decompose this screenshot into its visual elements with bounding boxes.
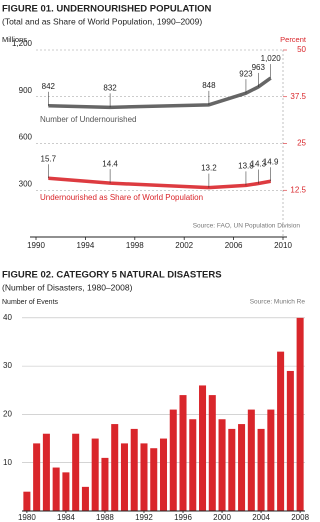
y2-tick-label: 50 — [297, 45, 306, 54]
bar — [238, 424, 246, 511]
y2-tick-label: 37.5 — [290, 92, 306, 101]
bar — [42, 433, 50, 511]
bar — [81, 486, 89, 511]
data-label: 13.2 — [201, 164, 217, 173]
chart-title: FIGURE 01. UNDERNOURISHED POPULATION — [2, 4, 212, 15]
data-label: 963 — [252, 63, 266, 72]
data-label: 13.8 — [238, 161, 254, 170]
bar — [120, 443, 128, 511]
data-label: 14.4 — [102, 159, 118, 168]
bar — [267, 409, 275, 511]
bar — [189, 419, 197, 511]
data-label: 842 — [42, 82, 56, 91]
x-tick-label: 2002 — [175, 241, 193, 250]
bar — [140, 443, 148, 511]
data-label: 923 — [239, 69, 253, 78]
y-tick-label: 10 — [3, 458, 12, 467]
x-tick-label: 2008 — [291, 513, 309, 522]
y2-axis-label: Percent — [280, 35, 307, 44]
series-line — [48, 76, 272, 110]
bar — [72, 433, 80, 511]
y-tick-label: 30 — [3, 361, 12, 370]
data-label: 1,020 — [261, 54, 282, 63]
y2-tick-label: 25 — [297, 139, 306, 148]
bar — [159, 438, 168, 511]
bar — [91, 438, 99, 511]
bar — [208, 395, 216, 511]
data-label: 14.3 — [251, 160, 267, 169]
chart-subtitle: (Total and as Share of World Population,… — [2, 16, 202, 26]
series-name: Undernourished as Share of World Populat… — [40, 193, 203, 202]
source: Source: FAO, UN Population Division — [193, 223, 301, 230]
bar — [296, 317, 304, 511]
bar — [277, 351, 285, 511]
x-tick-label: 1984 — [57, 513, 75, 522]
bar — [150, 448, 158, 511]
figures: FIGURE 01. UNDERNOURISHED POPULATION(Tot… — [2, 4, 310, 522]
bar — [52, 467, 60, 511]
bar — [228, 428, 236, 511]
y-tick-label: 20 — [3, 410, 12, 419]
bar — [257, 428, 265, 511]
y-tick-label: 1,200 — [12, 39, 33, 48]
y-tick-label: 300 — [19, 179, 33, 188]
bar — [199, 385, 207, 511]
series-name: Number of Undernourished — [40, 115, 137, 124]
x-tick-label: 2000 — [213, 513, 231, 522]
x-tick-label: 1990 — [27, 241, 45, 250]
x-tick-label: 1994 — [77, 241, 95, 250]
x-tick-label: 2006 — [225, 241, 243, 250]
series-line — [48, 176, 271, 190]
data-label: 848 — [202, 81, 216, 90]
y-axis-label: Millions — [2, 35, 27, 44]
chart-subtitle: (Number of Disasters, 1980–2008) — [2, 282, 133, 292]
x-tick-label: 1992 — [135, 513, 153, 522]
bar — [247, 409, 255, 511]
bar — [286, 370, 294, 511]
y-axis-label: Number of Events — [2, 299, 59, 306]
source: Source: Munich Re — [250, 299, 306, 306]
x-tick-label: 2010 — [274, 241, 292, 250]
bar — [62, 472, 70, 511]
x-tick-label: 1996 — [174, 513, 192, 522]
x-tick-label: 1998 — [126, 241, 144, 250]
bar — [130, 428, 138, 511]
bar — [111, 424, 119, 511]
data-label: 832 — [103, 83, 117, 92]
bar — [101, 457, 109, 511]
data-label: 15.7 — [41, 154, 57, 163]
y2-tick-label: 12.5 — [290, 185, 306, 194]
bar — [33, 443, 41, 511]
x-tick-label: 2004 — [252, 513, 270, 522]
chart-title: FIGURE 02. CATEGORY 5 NATURAL DISASTERS — [2, 270, 222, 281]
x-tick-label: 1988 — [96, 513, 114, 522]
y-tick-label: 900 — [19, 86, 33, 95]
x-tick-label: 1980 — [18, 513, 36, 522]
bar — [169, 409, 177, 511]
bar — [179, 395, 187, 511]
y-tick-label: 40 — [3, 313, 12, 322]
data-label: 14.9 — [263, 157, 279, 166]
y-tick-label: 600 — [19, 133, 33, 142]
bar — [218, 419, 226, 511]
bar — [23, 491, 31, 511]
